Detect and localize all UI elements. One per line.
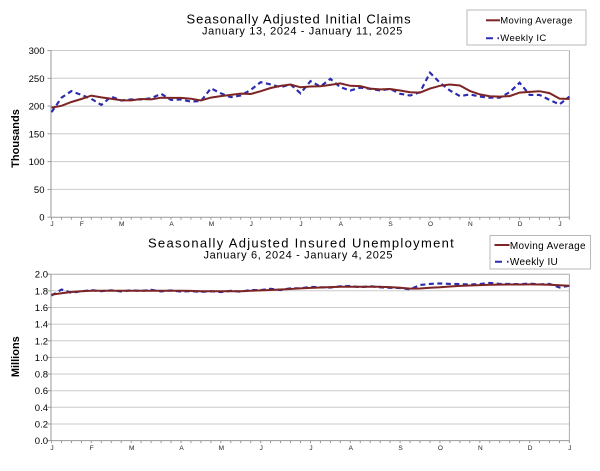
svg-text:250: 250 <box>29 74 45 85</box>
svg-text:J: J <box>260 445 263 452</box>
svg-text:Weekly IU: Weekly IU <box>510 257 558 268</box>
svg-text:F: F <box>90 445 94 452</box>
svg-text:Weekly IC: Weekly IC <box>500 33 546 44</box>
svg-text:50: 50 <box>34 185 45 196</box>
svg-text:N: N <box>478 445 483 452</box>
svg-text:Seasonally Adjusted Initial Cl: Seasonally Adjusted Initial Claims <box>187 12 412 27</box>
svg-text:200: 200 <box>29 102 45 113</box>
svg-text:J: J <box>309 445 312 452</box>
svg-text:150: 150 <box>29 129 45 140</box>
svg-text:January 6, 2024 - January 4, 2: January 6, 2024 - January 4, 2025 <box>203 249 393 261</box>
svg-text:0.8: 0.8 <box>35 370 48 381</box>
svg-text:1.2: 1.2 <box>35 336 48 347</box>
svg-text:1.0: 1.0 <box>35 353 48 364</box>
svg-text:2.0: 2.0 <box>35 270 48 281</box>
svg-text:S: S <box>388 221 393 228</box>
svg-text:J: J <box>558 221 561 228</box>
svg-text:M: M <box>119 221 124 228</box>
svg-text:A: A <box>169 221 174 228</box>
svg-text:Moving Average: Moving Average <box>510 241 586 252</box>
svg-text:A: A <box>179 445 184 452</box>
svg-text:M: M <box>219 445 224 452</box>
svg-text:January 13, 2024 - January 11,: January 13, 2024 - January 11, 2025 <box>202 26 403 38</box>
svg-text:M: M <box>209 221 214 228</box>
svg-text:N: N <box>468 221 473 228</box>
svg-text:J: J <box>568 445 571 452</box>
svg-text:1.8: 1.8 <box>35 286 48 297</box>
svg-text:J: J <box>50 445 53 452</box>
svg-text:1.6: 1.6 <box>35 303 48 314</box>
svg-text:J: J <box>50 221 53 228</box>
svg-text:M: M <box>129 445 134 452</box>
svg-text:0.6: 0.6 <box>35 386 48 397</box>
svg-text:A: A <box>349 445 354 452</box>
svg-text:300: 300 <box>29 46 45 57</box>
svg-text:S: S <box>398 445 403 452</box>
svg-text:Thousands: Thousands <box>10 109 22 168</box>
svg-text:0.4: 0.4 <box>35 403 48 414</box>
svg-text:F: F <box>80 221 84 228</box>
svg-text:Millions: Millions <box>10 336 22 377</box>
svg-text:D: D <box>528 445 533 452</box>
svg-text:1.4: 1.4 <box>35 320 48 331</box>
svg-text:0: 0 <box>39 213 44 224</box>
svg-text:O: O <box>438 445 443 452</box>
svg-text:0.2: 0.2 <box>35 420 48 431</box>
svg-text:100: 100 <box>29 157 45 168</box>
svg-text:D: D <box>518 221 523 228</box>
svg-text:Seasonally Adjusted Insured Un: Seasonally Adjusted Insured Unemployment <box>148 236 455 251</box>
svg-text:J: J <box>299 221 302 228</box>
svg-text:Moving Average: Moving Average <box>500 15 572 26</box>
svg-text:0.0: 0.0 <box>35 436 48 447</box>
svg-text:A: A <box>339 221 344 228</box>
svg-text:J: J <box>250 221 253 228</box>
svg-text:O: O <box>428 221 433 228</box>
